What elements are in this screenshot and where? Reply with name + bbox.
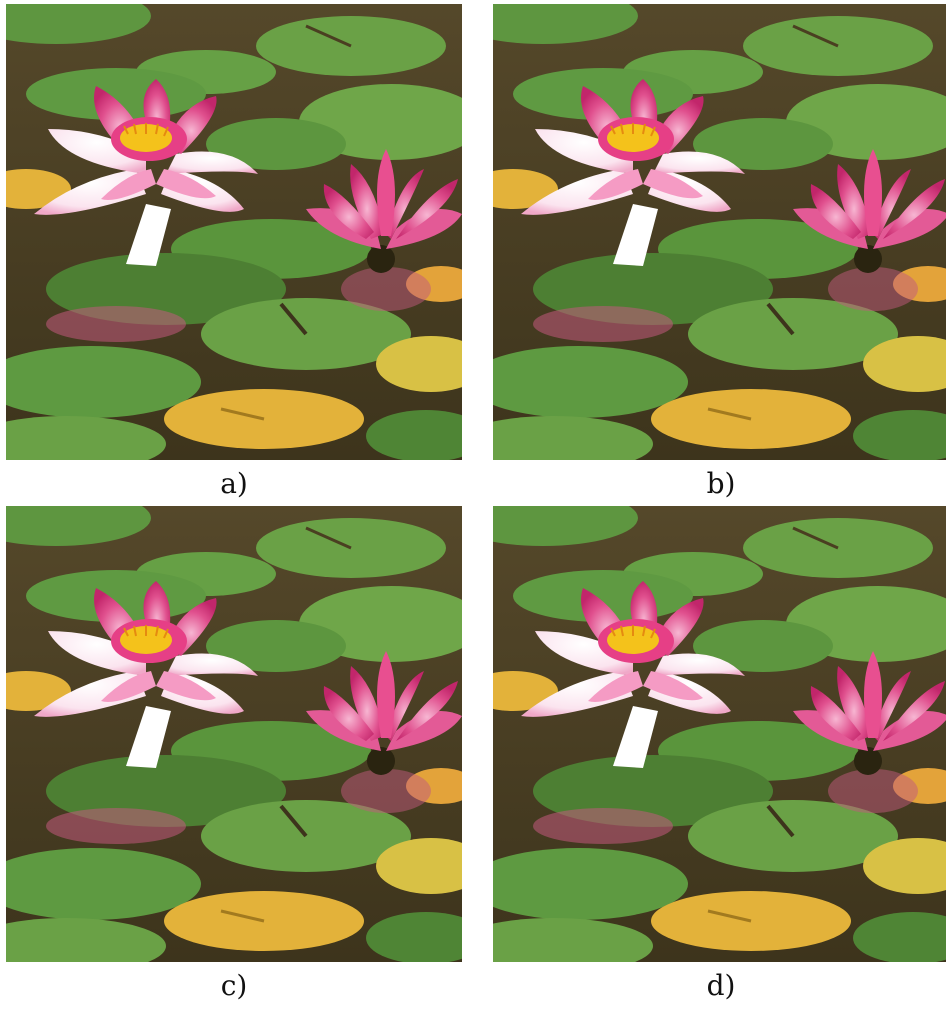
photo-panel-c	[6, 506, 462, 962]
water-lily-photo-c	[6, 506, 462, 962]
caption-d: d)	[706, 969, 736, 1002]
photo-panel-b	[493, 4, 946, 460]
water-lily-photo-b	[493, 4, 946, 460]
caption-b: b)	[706, 467, 736, 500]
water-lily-photo-a	[6, 4, 462, 460]
photo-panel-a	[6, 4, 462, 460]
photo-panel-d	[493, 506, 946, 962]
water-lily-photo-d	[493, 506, 946, 962]
caption-a: a)	[220, 467, 248, 500]
caption-c: c)	[220, 969, 248, 1002]
